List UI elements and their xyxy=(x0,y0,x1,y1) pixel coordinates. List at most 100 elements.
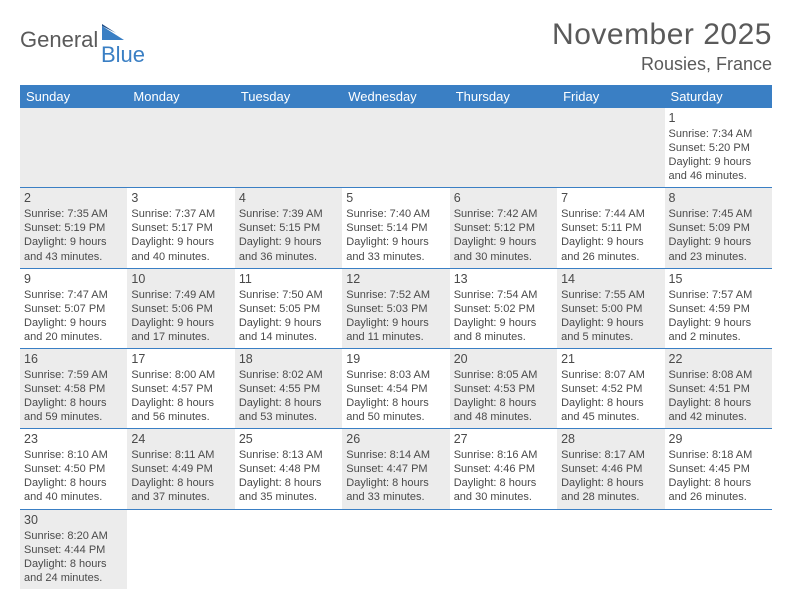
calendar-cell: 7Sunrise: 7:44 AMSunset: 5:11 PMDaylight… xyxy=(557,188,664,267)
daylight-text: Daylight: 9 hours xyxy=(131,316,230,330)
calendar-cell: 22Sunrise: 8:08 AMSunset: 4:51 PMDayligh… xyxy=(665,349,772,428)
sunset-text: Sunset: 4:58 PM xyxy=(24,382,123,396)
sunrise-text: Sunrise: 8:14 AM xyxy=(346,448,445,462)
daylight-text: and 2 minutes. xyxy=(669,330,768,344)
sunset-text: Sunset: 5:20 PM xyxy=(669,141,768,155)
sunrise-text: Sunrise: 7:45 AM xyxy=(669,207,768,221)
day-number: 26 xyxy=(346,431,445,447)
sunset-text: Sunset: 5:06 PM xyxy=(131,302,230,316)
calendar-cell xyxy=(235,510,342,589)
daylight-text: Daylight: 9 hours xyxy=(561,235,660,249)
calendar-cell xyxy=(557,510,664,589)
sunrise-text: Sunrise: 7:39 AM xyxy=(239,207,338,221)
sunset-text: Sunset: 5:05 PM xyxy=(239,302,338,316)
calendar-cell: 15Sunrise: 7:57 AMSunset: 4:59 PMDayligh… xyxy=(665,269,772,348)
sunrise-text: Sunrise: 7:35 AM xyxy=(24,207,123,221)
daylight-text: and 30 minutes. xyxy=(454,250,553,264)
sunrise-text: Sunrise: 8:02 AM xyxy=(239,368,338,382)
sunset-text: Sunset: 5:02 PM xyxy=(454,302,553,316)
day-number: 13 xyxy=(454,271,553,287)
daylight-text: Daylight: 8 hours xyxy=(561,476,660,490)
daylight-text: Daylight: 8 hours xyxy=(346,476,445,490)
sunset-text: Sunset: 4:51 PM xyxy=(669,382,768,396)
calendar-cell xyxy=(127,108,234,187)
sunset-text: Sunset: 4:50 PM xyxy=(24,462,123,476)
calendar-cell: 9Sunrise: 7:47 AMSunset: 5:07 PMDaylight… xyxy=(20,269,127,348)
day-number: 9 xyxy=(24,271,123,287)
sunrise-text: Sunrise: 7:49 AM xyxy=(131,288,230,302)
sunrise-text: Sunrise: 8:13 AM xyxy=(239,448,338,462)
daylight-text: and 40 minutes. xyxy=(131,250,230,264)
day-number: 6 xyxy=(454,190,553,206)
daylight-text: Daylight: 9 hours xyxy=(669,155,768,169)
daylight-text: and 48 minutes. xyxy=(454,410,553,424)
sunset-text: Sunset: 4:47 PM xyxy=(346,462,445,476)
day-number: 18 xyxy=(239,351,338,367)
daylight-text: Daylight: 8 hours xyxy=(669,396,768,410)
location-text: Rousies, France xyxy=(552,54,772,75)
sunrise-text: Sunrise: 7:57 AM xyxy=(669,288,768,302)
daylight-text: Daylight: 9 hours xyxy=(669,235,768,249)
calendar-cell: 18Sunrise: 8:02 AMSunset: 4:55 PMDayligh… xyxy=(235,349,342,428)
daylight-text: Daylight: 8 hours xyxy=(346,396,445,410)
sunrise-text: Sunrise: 8:16 AM xyxy=(454,448,553,462)
sunset-text: Sunset: 4:55 PM xyxy=(239,382,338,396)
calendar-cell: 23Sunrise: 8:10 AMSunset: 4:50 PMDayligh… xyxy=(20,429,127,508)
daylight-text: and 26 minutes. xyxy=(561,250,660,264)
daylight-text: and 26 minutes. xyxy=(669,490,768,504)
daylight-text: and 56 minutes. xyxy=(131,410,230,424)
sunrise-text: Sunrise: 7:59 AM xyxy=(24,368,123,382)
daylight-text: and 33 minutes. xyxy=(346,490,445,504)
week-row: 2Sunrise: 7:35 AMSunset: 5:19 PMDaylight… xyxy=(20,188,772,268)
day-number: 8 xyxy=(669,190,768,206)
sunset-text: Sunset: 5:15 PM xyxy=(239,221,338,235)
daylight-text: Daylight: 9 hours xyxy=(561,316,660,330)
sunset-text: Sunset: 5:17 PM xyxy=(131,221,230,235)
calendar-cell: 17Sunrise: 8:00 AMSunset: 4:57 PMDayligh… xyxy=(127,349,234,428)
day-number: 2 xyxy=(24,190,123,206)
daylight-text: and 20 minutes. xyxy=(24,330,123,344)
sunrise-text: Sunrise: 7:55 AM xyxy=(561,288,660,302)
daylight-text: and 11 minutes. xyxy=(346,330,445,344)
sunrise-text: Sunrise: 8:05 AM xyxy=(454,368,553,382)
daylight-text: and 33 minutes. xyxy=(346,250,445,264)
day-number: 28 xyxy=(561,431,660,447)
daylight-text: Daylight: 9 hours xyxy=(454,316,553,330)
calendar-cell: 14Sunrise: 7:55 AMSunset: 5:00 PMDayligh… xyxy=(557,269,664,348)
calendar-cell: 11Sunrise: 7:50 AMSunset: 5:05 PMDayligh… xyxy=(235,269,342,348)
sunrise-text: Sunrise: 7:42 AM xyxy=(454,207,553,221)
daylight-text: Daylight: 9 hours xyxy=(346,316,445,330)
calendar-cell xyxy=(342,108,449,187)
day-number: 30 xyxy=(24,512,123,528)
week-row: 30Sunrise: 8:20 AMSunset: 4:44 PMDayligh… xyxy=(20,510,772,589)
daylight-text: Daylight: 9 hours xyxy=(454,235,553,249)
calendar-cell: 26Sunrise: 8:14 AMSunset: 4:47 PMDayligh… xyxy=(342,429,449,508)
day-header: Thursday xyxy=(450,85,557,108)
sunset-text: Sunset: 4:57 PM xyxy=(131,382,230,396)
day-number: 24 xyxy=(131,431,230,447)
daylight-text: and 46 minutes. xyxy=(669,169,768,183)
day-number: 16 xyxy=(24,351,123,367)
sunset-text: Sunset: 4:48 PM xyxy=(239,462,338,476)
day-number: 14 xyxy=(561,271,660,287)
calendar-cell: 13Sunrise: 7:54 AMSunset: 5:02 PMDayligh… xyxy=(450,269,557,348)
sunrise-text: Sunrise: 7:44 AM xyxy=(561,207,660,221)
calendar-cell: 21Sunrise: 8:07 AMSunset: 4:52 PMDayligh… xyxy=(557,349,664,428)
sunset-text: Sunset: 5:12 PM xyxy=(454,221,553,235)
sunset-text: Sunset: 5:11 PM xyxy=(561,221,660,235)
day-number: 29 xyxy=(669,431,768,447)
sunrise-text: Sunrise: 7:34 AM xyxy=(669,127,768,141)
daylight-text: Daylight: 9 hours xyxy=(239,235,338,249)
day-number: 4 xyxy=(239,190,338,206)
calendar-cell: 10Sunrise: 7:49 AMSunset: 5:06 PMDayligh… xyxy=(127,269,234,348)
sunset-text: Sunset: 4:46 PM xyxy=(561,462,660,476)
daylight-text: Daylight: 9 hours xyxy=(346,235,445,249)
weeks-container: 1Sunrise: 7:34 AMSunset: 5:20 PMDaylight… xyxy=(20,108,772,589)
daylight-text: Daylight: 9 hours xyxy=(239,316,338,330)
calendar-cell xyxy=(235,108,342,187)
sunrise-text: Sunrise: 7:37 AM xyxy=(131,207,230,221)
daylight-text: Daylight: 9 hours xyxy=(24,316,123,330)
daylight-text: Daylight: 9 hours xyxy=(131,235,230,249)
calendar-cell: 8Sunrise: 7:45 AMSunset: 5:09 PMDaylight… xyxy=(665,188,772,267)
daylight-text: Daylight: 8 hours xyxy=(239,476,338,490)
